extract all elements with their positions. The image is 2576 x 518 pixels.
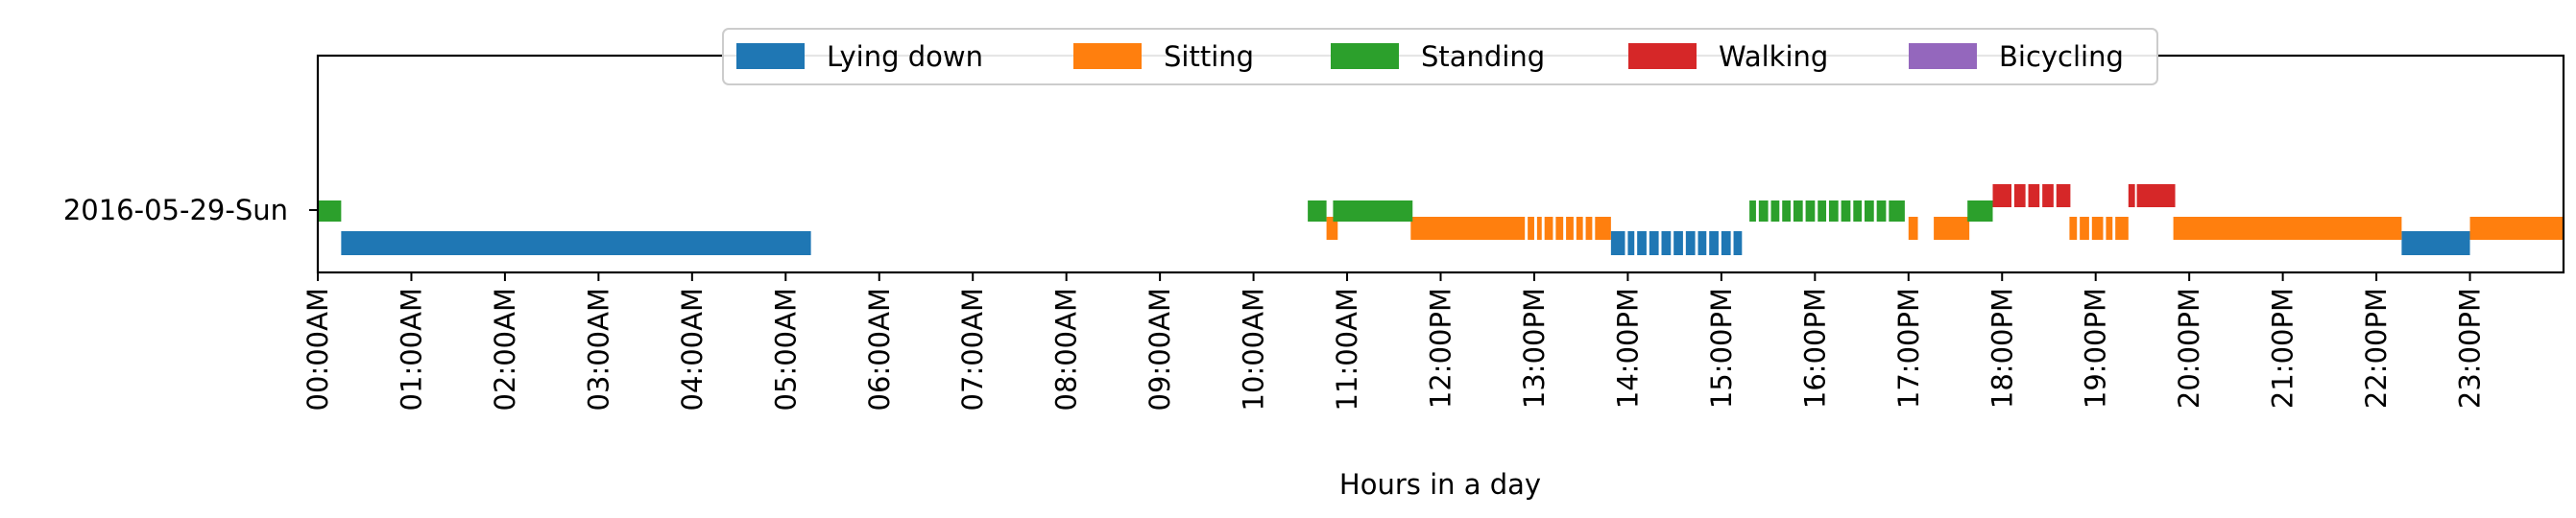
activity-bar bbox=[2128, 184, 2135, 207]
legend-label: Sitting bbox=[1164, 40, 1254, 73]
x-tick-label: 21:00PM bbox=[2267, 288, 2299, 409]
legend-swatch bbox=[1628, 43, 1697, 69]
x-tick-label: 12:00PM bbox=[1425, 288, 1457, 409]
x-tick-label: 01:00AM bbox=[395, 288, 427, 411]
x-axis-ticks: 00:00AM 01:00AM 02:00AM 03:00AM 04:00AM 05:00… bbox=[301, 272, 2487, 411]
activity-bar bbox=[1697, 231, 1707, 255]
activity-bar bbox=[341, 231, 811, 255]
activity-bar bbox=[1934, 217, 1970, 240]
activity-bar bbox=[1536, 217, 1542, 240]
activity-bar bbox=[1585, 217, 1593, 240]
activity-bar bbox=[1818, 200, 1827, 222]
activity-bar bbox=[1333, 200, 1413, 222]
legend-swatch bbox=[1331, 43, 1399, 69]
activity-bar bbox=[1992, 184, 2011, 207]
activity-bar bbox=[2069, 217, 2078, 240]
activity-bar bbox=[1326, 217, 1338, 240]
activity-bar bbox=[1770, 200, 1780, 222]
x-tick-label: 08:00AM bbox=[1050, 288, 1083, 411]
x-axis-label: Hours in a day bbox=[1339, 468, 1541, 501]
activity-bar bbox=[2080, 217, 2089, 240]
activity-bar bbox=[1758, 200, 1769, 222]
x-tick-label: 14:00PM bbox=[1611, 288, 1644, 409]
x-tick-label: 02:00AM bbox=[489, 288, 521, 411]
legend-swatch bbox=[1909, 43, 1977, 69]
activity-bar bbox=[1661, 231, 1672, 255]
activity-bar bbox=[1610, 231, 1625, 255]
legend-items: Lying down Sitting Standing Walking Bicyclin… bbox=[736, 40, 2124, 73]
activity-bar bbox=[318, 200, 342, 222]
activity-bar bbox=[1308, 200, 1327, 222]
legend-frame bbox=[722, 28, 2158, 85]
activity-bar bbox=[1805, 200, 1816, 222]
x-tick-label: 06:00AM bbox=[863, 288, 896, 411]
activity-bar bbox=[2136, 184, 2176, 207]
activity-bar bbox=[2469, 217, 2564, 240]
x-tick-label: 17:00PM bbox=[1892, 288, 1925, 409]
x-tick-label: 11:00AM bbox=[1331, 288, 1363, 411]
activity-bar bbox=[1749, 200, 1756, 222]
bars-layer bbox=[318, 184, 2564, 255]
x-tick-label: 16:00PM bbox=[1798, 288, 1831, 409]
activity-bar bbox=[1528, 217, 1534, 240]
x-tick-label: 04:00AM bbox=[676, 288, 709, 411]
activity-bar bbox=[1889, 200, 1905, 222]
activity-bar bbox=[1876, 200, 1887, 222]
activity-bar bbox=[2042, 184, 2054, 207]
activity-bar bbox=[1864, 200, 1874, 222]
activity-bar bbox=[2028, 184, 2040, 207]
activity-bar bbox=[1721, 231, 1731, 255]
activity-bar bbox=[2106, 217, 2113, 240]
legend-label: Lying down bbox=[827, 40, 983, 73]
x-tick-label: 19:00PM bbox=[2080, 288, 2112, 409]
activity-bar bbox=[1649, 231, 1659, 255]
legend-label: Walking bbox=[1719, 40, 1828, 73]
x-tick-label: 10:00AM bbox=[1238, 288, 1270, 411]
x-tick-label: 20:00PM bbox=[2173, 288, 2205, 409]
activity-bar bbox=[2173, 217, 2402, 240]
legend-label: Standing bbox=[1421, 40, 1545, 73]
activity-bar bbox=[2056, 184, 2071, 207]
activity-bar bbox=[2013, 184, 2026, 207]
activity-bar bbox=[1595, 217, 1611, 240]
activity-bar bbox=[1853, 200, 1863, 222]
legend-label: Bicycling bbox=[1999, 40, 2124, 73]
x-tick-label: 23:00PM bbox=[2454, 288, 2487, 409]
activity-bar bbox=[1733, 231, 1743, 255]
x-tick-label: 07:00AM bbox=[956, 288, 989, 411]
activity-bar bbox=[1555, 217, 1564, 240]
activity-bar bbox=[1637, 231, 1647, 255]
x-tick-label: 13:00PM bbox=[1518, 288, 1551, 409]
x-tick-label: 09:00AM bbox=[1144, 288, 1176, 411]
x-tick-label: 00:00AM bbox=[301, 288, 334, 411]
activity-bar bbox=[2401, 231, 2470, 255]
legend-swatch bbox=[1073, 43, 1142, 69]
activity-bar bbox=[2091, 217, 2104, 240]
activity-bar bbox=[1544, 217, 1553, 240]
legend-swatch bbox=[736, 43, 805, 69]
activity-bar bbox=[2115, 217, 2129, 240]
x-tick-label: 18:00PM bbox=[1986, 288, 2018, 409]
activity-bar bbox=[1908, 217, 1918, 240]
activity-bar bbox=[1576, 217, 1583, 240]
activity-bar bbox=[1793, 200, 1803, 222]
activity-bar bbox=[1673, 231, 1683, 255]
legend: Lying down Sitting Standing Walking Bicyclin… bbox=[722, 28, 2158, 85]
activity-bar bbox=[1566, 217, 1574, 240]
activity-bar bbox=[1627, 231, 1635, 255]
activity-bar bbox=[1967, 200, 1993, 222]
y-tick-label: 2016-05-29-Sun bbox=[63, 194, 288, 226]
activity-bar bbox=[1841, 200, 1851, 222]
x-tick-label: 22:00PM bbox=[2360, 288, 2393, 409]
x-tick-label: 15:00PM bbox=[1705, 288, 1738, 409]
activity-bar bbox=[1685, 231, 1696, 255]
activity-bar bbox=[1410, 217, 1526, 240]
activity-bar bbox=[1828, 200, 1839, 222]
x-tick-label: 05:00AM bbox=[769, 288, 802, 411]
activity-bar bbox=[1709, 231, 1719, 255]
activity-bar bbox=[1782, 200, 1791, 222]
x-tick-label: 03:00AM bbox=[582, 288, 614, 411]
